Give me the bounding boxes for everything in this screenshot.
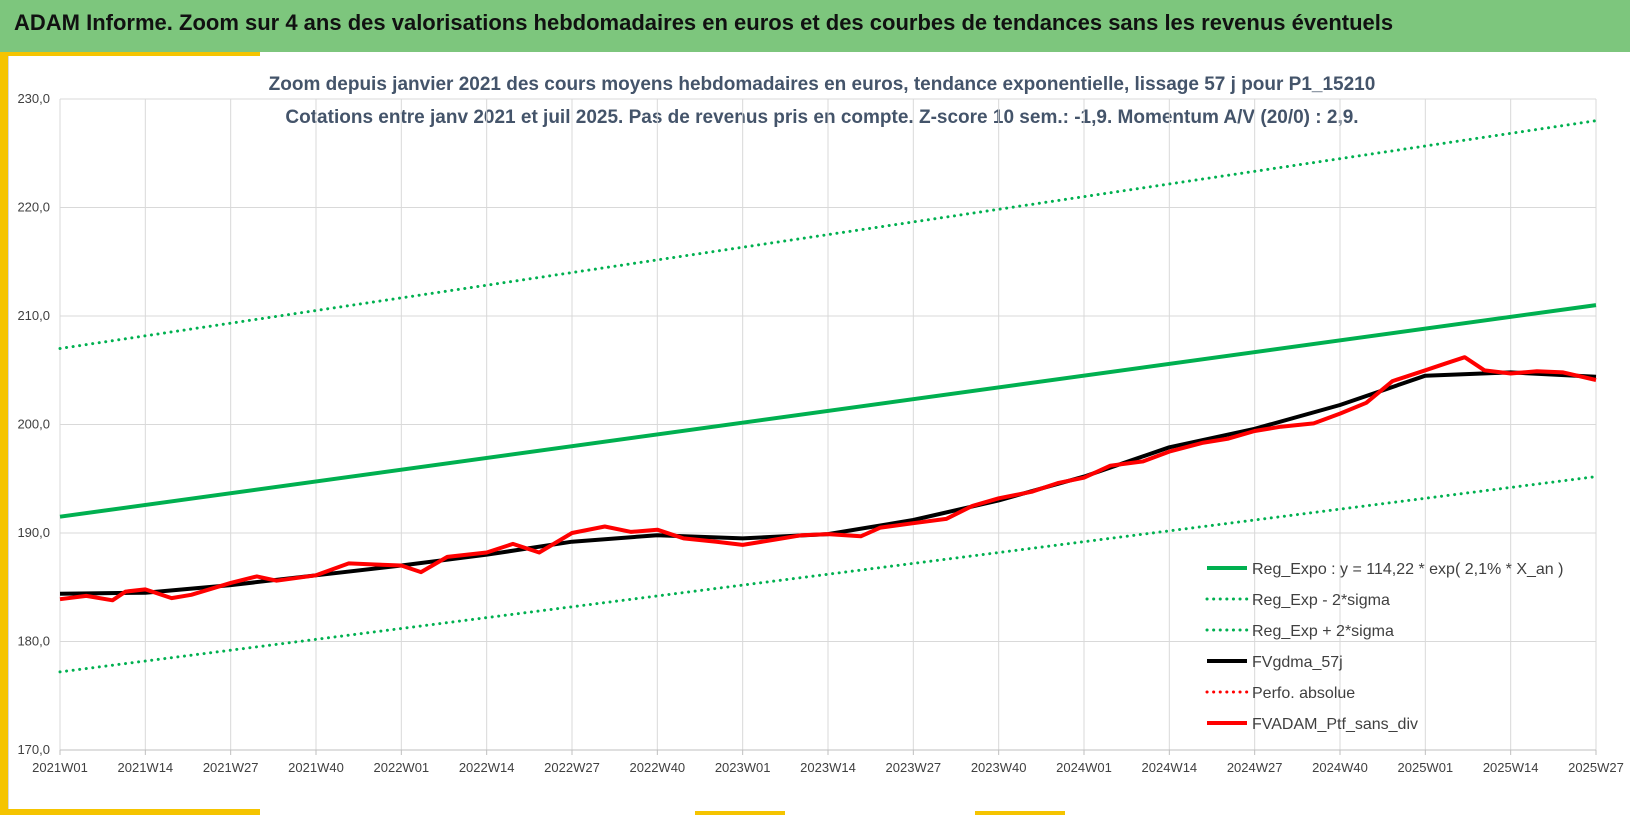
chart-legend: Reg_Expo : y = 114,22 * exp( 2,1% * X_an…: [1205, 561, 1563, 733]
x-tick-label: 2021W40: [288, 760, 344, 775]
x-tick-label: 2021W01: [32, 760, 88, 775]
y-tick-label: 190,0: [17, 525, 50, 540]
chart-title: Zoom depuis janvier 2021 des cours moyen…: [269, 74, 1376, 95]
x-tick-label: 2022W14: [459, 760, 515, 775]
y-tick-label: 210,0: [17, 308, 50, 323]
x-axis: 2021W01 2021W14 2021W27 2021W40 2022W01 2022W…: [32, 749, 1624, 775]
x-tick-label: 2025W27: [1568, 760, 1624, 775]
accent-bar-left: [0, 52, 8, 815]
chart-series: [58, 119, 1598, 674]
x-tick-label: 2023W40: [971, 760, 1027, 775]
x-tick-label: 2022W27: [544, 760, 600, 775]
legend-label: Reg_Exp - 2*sigma: [1252, 592, 1390, 609]
y-axis: 170,0 180,0 190,0 200,0 210,0 220,0 230,0: [17, 91, 50, 757]
accent-mark-bottom-1: [695, 811, 785, 815]
series-line-reg-exp-2-sigma: [58, 119, 1598, 350]
report-header: ADAM Informe. Zoom sur 4 ans des valoris…: [0, 0, 1630, 52]
legend-label: Reg_Expo : y = 114,22 * exp( 2,1% * X_an…: [1252, 561, 1563, 578]
x-tick-label: 2022W40: [630, 760, 686, 775]
x-tick-label: 2021W14: [118, 760, 174, 775]
report-title: ADAM Informe. Zoom sur 4 ans des valoris…: [14, 10, 1394, 35]
chart-area: [8, 56, 1630, 809]
y-tick-label: 220,0: [17, 200, 50, 215]
accent-bar-top: [0, 52, 260, 56]
chart-subtitle: Cotations entre janv 2021 et juil 2025. …: [285, 107, 1358, 128]
x-tick-label: 2025W01: [1398, 760, 1454, 775]
x-tick-label: 2024W01: [1056, 760, 1112, 775]
x-tick-label: 2023W14: [800, 760, 856, 775]
x-tick-label: 2024W14: [1142, 760, 1198, 775]
x-tick-label: 2023W27: [886, 760, 942, 775]
legend-label: FVgdma_57j: [1252, 654, 1343, 671]
y-tick-label: 170,0: [17, 742, 50, 757]
x-tick-label: 2023W01: [715, 760, 771, 775]
x-tick-label: 2024W40: [1312, 760, 1368, 775]
x-tick-label: 2024W27: [1227, 760, 1283, 775]
chart-grid: [59, 98, 1597, 751]
legend-label: Reg_Exp + 2*sigma: [1252, 623, 1394, 640]
x-tick-label: 2022W01: [374, 760, 430, 775]
series-line-reg-exp-2-sigma: [58, 475, 1598, 674]
accent-bar-bottom: [0, 809, 260, 815]
legend-label: FVADAM_Ptf_sans_div: [1252, 716, 1418, 733]
y-tick-label: 180,0: [17, 634, 50, 649]
y-tick-label: 200,0: [17, 417, 50, 432]
series-line-fvadam-ptf-sans-div: [59, 355, 1597, 603]
legend-label: Perfo. absolue: [1252, 685, 1355, 702]
series-line-reg-expo-y-114-22-exp-2-1-x-an: [59, 303, 1597, 519]
x-tick-label: 2025W14: [1483, 760, 1539, 775]
accent-mark-bottom-2: [975, 811, 1065, 815]
y-tick-label: 230,0: [17, 91, 50, 106]
x-tick-label: 2021W27: [203, 760, 259, 775]
